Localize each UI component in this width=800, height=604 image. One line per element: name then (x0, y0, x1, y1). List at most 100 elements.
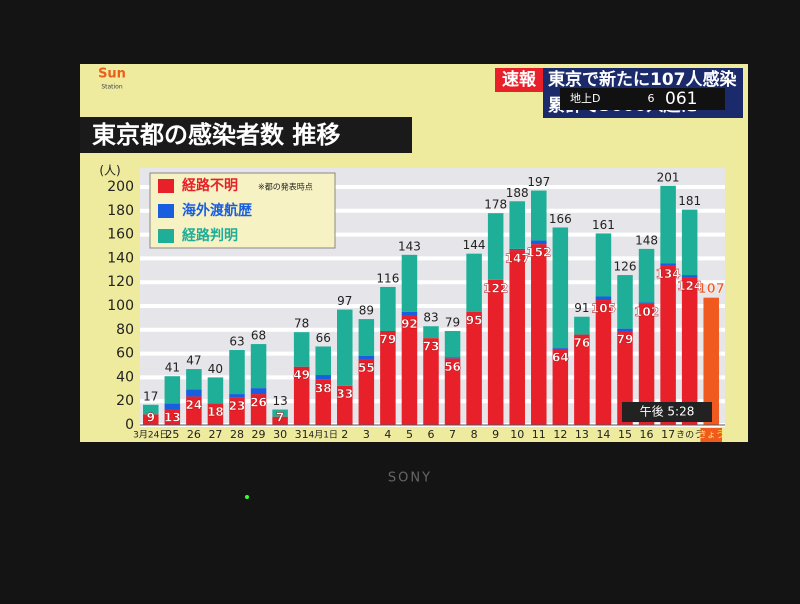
bar-segment (552, 347, 569, 349)
x-tick-label: 12 (553, 428, 567, 441)
x-tick-label: 5 (406, 428, 413, 441)
total-label: 63 (229, 335, 244, 349)
bar-segment (250, 388, 267, 395)
bar-segment (617, 328, 633, 331)
segment-label: 147 (505, 252, 530, 266)
bar-segment (293, 332, 310, 367)
bar-segment (401, 311, 418, 316)
legend-label: 海外渡航歴 (182, 202, 252, 219)
segment-label: 38 (315, 381, 332, 395)
bar-segment (401, 315, 418, 425)
total-label: 91 (574, 301, 589, 315)
x-tick-label: 30 (273, 428, 287, 441)
channel: 地上D (570, 92, 600, 105)
total-label: 97 (337, 294, 352, 308)
segment-label: 152 (526, 246, 551, 260)
bar-segment (337, 385, 353, 425)
bar-segment (337, 309, 353, 386)
time-bg (622, 402, 712, 422)
bar-segment (272, 416, 288, 425)
bar-segment (638, 302, 655, 304)
total-label: 13 (272, 394, 287, 408)
total-label: 143 (398, 239, 421, 253)
segment-label: 134 (656, 267, 681, 281)
bar-segment (617, 330, 633, 425)
segment-label: 33 (336, 387, 353, 401)
bar-segment (531, 244, 547, 425)
segment-label: 18 (207, 405, 224, 419)
total-label: 40 (208, 362, 223, 376)
x-tick-label: 27 (208, 428, 222, 441)
x-tick-label: 4月1日 (308, 430, 337, 441)
segment-label: 105 (591, 302, 616, 316)
bar-segment (531, 190, 547, 241)
total-label: 188 (506, 186, 529, 200)
bar-segment (509, 250, 525, 425)
y-tick-label: 80 (116, 322, 134, 338)
segment-label: 76 (574, 336, 591, 350)
x-tick-label: 26 (187, 428, 201, 441)
segment-label: 102 (634, 305, 659, 319)
x-tick-label: 14 (596, 428, 610, 441)
logo-sub: Station (101, 84, 123, 91)
total-label: 126 (614, 260, 637, 274)
total-label: 89 (359, 304, 374, 318)
segment-label: 92 (401, 317, 418, 331)
x-tick-label: 6 (428, 428, 435, 441)
total-label: 47 (186, 354, 201, 368)
channel-num: 061 (665, 89, 697, 109)
x-tick-label: 28 (230, 428, 244, 441)
total-label: 79 (445, 315, 460, 329)
x-tick-label: 3 (363, 428, 370, 441)
y-tick-label: 0 (125, 417, 134, 433)
bar-segment (509, 201, 525, 249)
y-tick-label: 200 (107, 179, 134, 195)
x-tick-label: 11 (532, 428, 546, 441)
segment-label: 95 (466, 313, 483, 327)
bar-segment (143, 414, 159, 425)
bar-segment (186, 396, 202, 425)
bar-segment (143, 404, 159, 415)
bar-segment (164, 376, 181, 404)
bar-segment (315, 379, 331, 425)
segment-label: 13 (164, 411, 181, 425)
x-tick-label: きのう (676, 430, 703, 441)
y-tick-label: 100 (107, 298, 134, 314)
headline: 東京で新たに107人感染 (548, 69, 737, 90)
bar-segment (380, 330, 396, 425)
bar-segment (423, 338, 439, 425)
power-led (245, 495, 249, 499)
total-label: 83 (423, 311, 438, 325)
x-tick-label: 16 (640, 428, 654, 441)
bar-segment (660, 263, 676, 266)
chart-title: 東京都の感染者数 推移 (92, 121, 340, 149)
bar-segment (466, 311, 482, 425)
bar-segment (444, 330, 461, 358)
legend-swatch (158, 204, 174, 218)
bar-segment (638, 303, 655, 425)
segment-label: 73 (423, 340, 440, 354)
bar-segment (487, 213, 504, 280)
x-tick-label: 29 (252, 428, 266, 441)
bar-segment (509, 248, 525, 251)
x-tick-label: きょう (698, 430, 725, 441)
bar-segment (638, 248, 655, 303)
bar-segment (358, 359, 375, 425)
segment-label: 79 (380, 332, 397, 346)
bar-segment (444, 358, 461, 425)
brand: SONY (388, 471, 432, 486)
title-bg (80, 117, 412, 153)
breaking-bg (495, 68, 543, 92)
bar-segment (444, 357, 461, 359)
bar-segment (466, 253, 482, 312)
breaking: 速報 (502, 69, 537, 90)
x-tick-label: 3月24日 (133, 430, 168, 441)
y-axis-label: (人) (99, 164, 120, 178)
segment-label: 79 (617, 332, 634, 346)
legend-swatch (158, 179, 174, 193)
bar-segment (293, 366, 310, 425)
bar-segment (552, 227, 569, 348)
bar-segment (660, 185, 676, 264)
bar-segment (207, 377, 224, 404)
bar-segment (229, 350, 245, 395)
